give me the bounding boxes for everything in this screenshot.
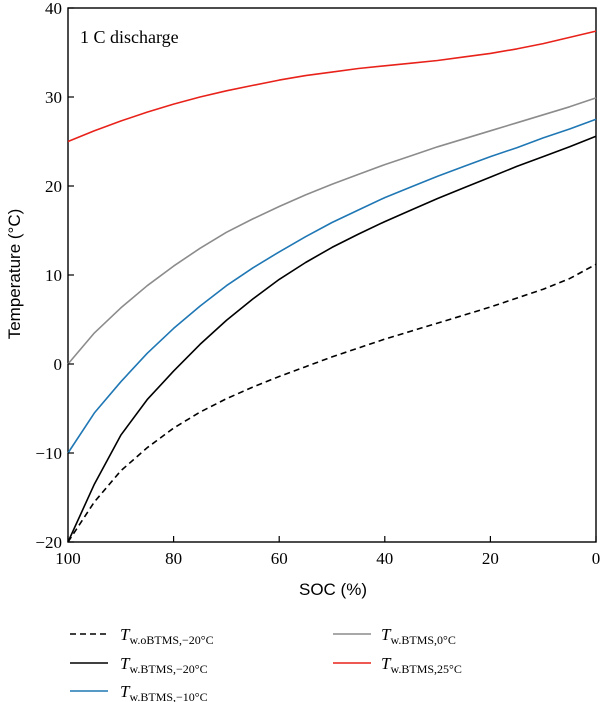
chart-annotation: 1 C discharge: [80, 27, 179, 47]
x-axis-title: SOC (%): [299, 580, 367, 599]
legend-label-sub: w.BTMS,−10°C: [129, 690, 207, 702]
legend-label-3: Tw.BTMS,0°C: [381, 625, 456, 647]
x-tick-label: 80: [165, 549, 182, 568]
x-tick-label: 0: [592, 549, 600, 568]
y-tick-label: 40: [45, 0, 62, 18]
legend-label-main: T: [120, 682, 131, 701]
x-tick-label: 60: [271, 549, 288, 568]
legend-label-0: Tw.oBTMS,−20°C: [120, 625, 214, 647]
plot-area: [67, 7, 597, 543]
y-tick-label: −10: [35, 444, 62, 463]
legend-label-4: Tw.BTMS,25°C: [381, 654, 462, 676]
legend-label-sub: w.oBTMS,−20°C: [129, 633, 213, 647]
y-tick-label: −20: [35, 533, 62, 552]
legend-label-main: T: [120, 625, 131, 644]
legend-label-main: T: [381, 654, 392, 673]
legend-label-main: T: [120, 654, 131, 673]
legend-label-sub: w.BTMS,−20°C: [129, 662, 207, 676]
plot-frame: [67, 7, 597, 543]
y-tick-label: 20: [45, 177, 62, 196]
legend-label-main: T: [381, 625, 392, 644]
y-axis-title: Temperature (°C): [5, 209, 24, 340]
legend-label-sub: w.BTMS,25°C: [390, 662, 461, 676]
x-tick-label: 20: [482, 549, 499, 568]
series-line-1: [67, 135, 597, 543]
legend: Tw.oBTMS,−20°CTw.BTMS,−20°CTw.BTMS,−10°C…: [70, 625, 462, 702]
series-line-3: [67, 97, 597, 365]
series-line-2: [67, 118, 597, 454]
x-tick-label: 100: [55, 549, 81, 568]
series-line-0: [67, 263, 597, 543]
x-tick-label: 40: [376, 549, 393, 568]
legend-label-2: Tw.BTMS,−10°C: [120, 682, 208, 702]
legend-label-sub: w.BTMS,0°C: [390, 633, 455, 647]
axes-layer: 100 80 60 40 20 0 −20 −10 0 10 20 30 40: [35, 0, 600, 568]
y-tick-label: 30: [45, 88, 62, 107]
legend-label-1: Tw.BTMS,−20°C: [120, 654, 208, 676]
y-tick-label: 10: [45, 266, 62, 285]
series-layer: [67, 30, 597, 543]
y-tick-label: 0: [54, 355, 63, 374]
series-line-4: [67, 30, 597, 143]
